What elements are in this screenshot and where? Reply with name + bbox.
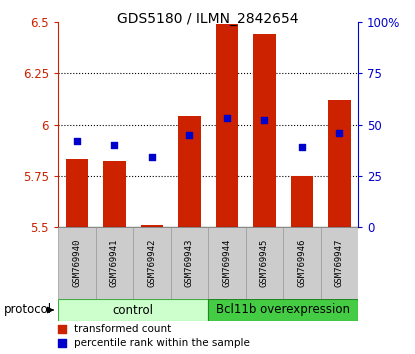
Bar [328,100,351,227]
Bar [66,159,88,227]
Text: protocol: protocol [4,303,52,316]
Bar [215,24,238,227]
Bar [58,227,95,299]
Bar [178,116,200,227]
Bar [103,161,125,227]
Text: GSM769944: GSM769944 [222,239,231,287]
Text: transformed count: transformed count [74,324,171,334]
Bar [246,227,283,299]
Bar [320,227,358,299]
Point [223,115,230,121]
Point [336,130,342,136]
Bar [58,299,208,321]
Bar [208,299,358,321]
Point [111,142,117,148]
Bar [208,227,246,299]
Bar [141,225,163,227]
Bar [290,176,313,227]
Point [59,326,65,332]
Text: GSM769942: GSM769942 [147,239,156,287]
Text: GDS5180 / ILMN_2842654: GDS5180 / ILMN_2842654 [117,12,298,26]
Bar [95,227,133,299]
Point [59,340,65,346]
Point [186,132,193,138]
Text: GSM769941: GSM769941 [110,239,119,287]
Text: Bcl11b overexpression: Bcl11b overexpression [216,303,350,316]
Text: control: control [112,303,154,316]
Text: GSM769940: GSM769940 [72,239,81,287]
Text: GSM769946: GSM769946 [297,239,306,287]
Text: percentile rank within the sample: percentile rank within the sample [74,338,250,348]
Bar [253,34,276,227]
Text: GSM769947: GSM769947 [335,239,344,287]
Point [298,144,305,150]
Bar [133,227,171,299]
Point [73,138,80,144]
Text: GSM769945: GSM769945 [260,239,269,287]
Point [261,118,268,123]
Point [149,154,155,160]
Bar [283,227,320,299]
Bar [171,227,208,299]
Text: GSM769943: GSM769943 [185,239,194,287]
